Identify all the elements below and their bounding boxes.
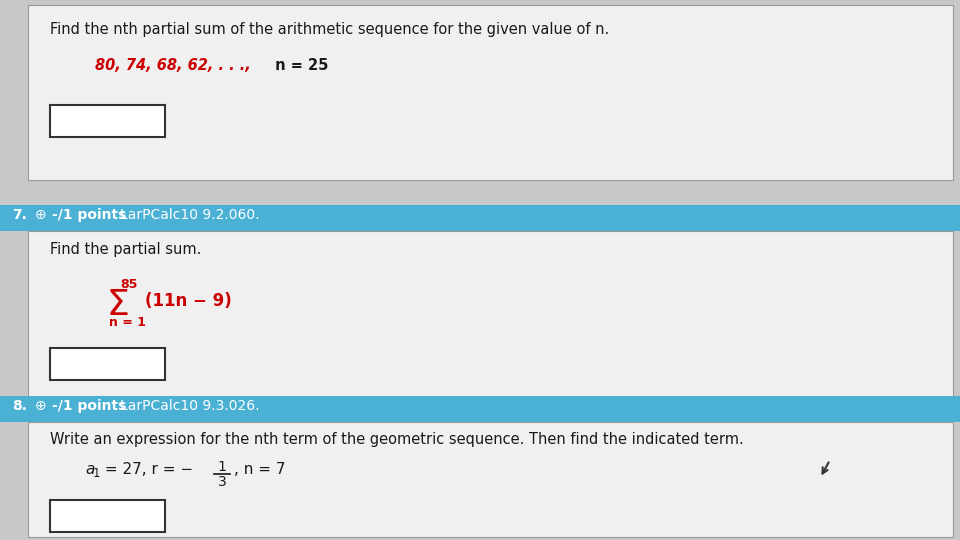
Text: LarPCalc10 9.2.060.: LarPCalc10 9.2.060. (120, 208, 259, 222)
Text: 1: 1 (93, 467, 101, 480)
FancyBboxPatch shape (50, 105, 165, 137)
Text: LarPCalc10 9.3.026.: LarPCalc10 9.3.026. (120, 399, 259, 413)
Text: ⊕: ⊕ (35, 399, 47, 413)
FancyBboxPatch shape (50, 500, 165, 532)
Text: 7.: 7. (12, 208, 27, 222)
Text: n = 1: n = 1 (109, 316, 146, 329)
Text: 80, 74, 68, 62, . . .,: 80, 74, 68, 62, . . ., (95, 58, 251, 73)
Text: -/1 points: -/1 points (52, 399, 127, 413)
Text: 8.: 8. (12, 399, 27, 413)
FancyBboxPatch shape (0, 396, 960, 422)
FancyBboxPatch shape (0, 205, 960, 231)
Text: Find the nth partial sum of the arithmetic sequence for the given value of n.: Find the nth partial sum of the arithmet… (50, 22, 610, 37)
FancyBboxPatch shape (28, 422, 953, 537)
Text: = 27, r = −: = 27, r = − (100, 462, 193, 477)
Text: 3: 3 (218, 475, 227, 489)
Text: 1: 1 (218, 460, 227, 474)
Text: n = 25: n = 25 (270, 58, 328, 73)
FancyBboxPatch shape (28, 231, 953, 396)
Text: -/1 points: -/1 points (52, 208, 127, 222)
FancyBboxPatch shape (50, 348, 165, 380)
Text: 85: 85 (120, 278, 137, 291)
Text: Find the partial sum.: Find the partial sum. (50, 242, 202, 257)
Text: Σ: Σ (107, 288, 130, 322)
Text: , n = 7: , n = 7 (234, 462, 285, 477)
Text: a: a (85, 462, 94, 477)
Text: (11n − 9): (11n − 9) (145, 292, 231, 310)
Text: ⊕: ⊕ (35, 208, 47, 222)
FancyBboxPatch shape (28, 5, 953, 180)
Text: Write an expression for the nth term of the geometric sequence. Then find the in: Write an expression for the nth term of … (50, 432, 744, 447)
